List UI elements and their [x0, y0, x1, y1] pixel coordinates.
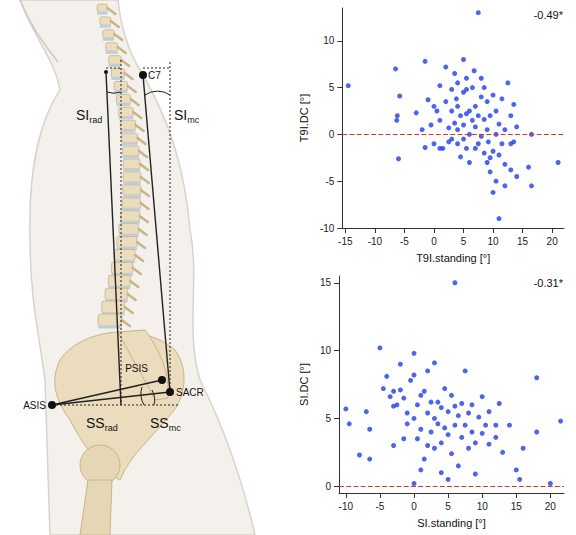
svg-text:10: 10 [320, 345, 332, 356]
svg-text:10: 10 [323, 35, 335, 46]
svg-text:15: 15 [320, 277, 332, 288]
svg-text:SACR: SACR [176, 387, 204, 398]
svg-text:20: 20 [545, 501, 557, 512]
svg-text:PSIS: PSIS [125, 363, 148, 374]
svg-text:-10: -10 [339, 501, 354, 512]
svg-text:-5: -5 [375, 501, 384, 512]
svg-text:T9I.DC [°]: T9I.DC [°] [298, 94, 310, 142]
svg-text:-0.31*: -0.31* [534, 277, 564, 289]
svg-text:0: 0 [329, 129, 335, 140]
svg-text:10: 10 [488, 236, 500, 247]
svg-text:0: 0 [431, 236, 437, 247]
svg-text:SI.DC [°]: SI.DC [°] [298, 363, 310, 406]
svg-text:ASIS: ASIS [23, 400, 46, 411]
svg-text:15: 15 [511, 501, 523, 512]
svg-text:15: 15 [517, 236, 529, 247]
svg-text:C7: C7 [148, 70, 161, 81]
svg-text:0: 0 [325, 481, 331, 492]
svg-text:-5: -5 [400, 236, 409, 247]
svg-text:SIrad: SIrad [76, 107, 102, 125]
svg-text:-15: -15 [338, 236, 353, 247]
svg-text:SImc: SImc [174, 107, 200, 125]
svg-text:-5: -5 [325, 176, 334, 187]
svg-text:20: 20 [547, 236, 559, 247]
svg-text:-10: -10 [320, 223, 335, 234]
svg-text:SI.standing [°]: SI.standing [°] [417, 517, 486, 529]
svg-text:5: 5 [329, 82, 335, 93]
svg-text:0: 0 [411, 501, 417, 512]
svg-text:10: 10 [477, 501, 489, 512]
svg-text:5: 5 [461, 236, 467, 247]
svg-text:5: 5 [325, 413, 331, 424]
svg-text:SSmc: SSmc [150, 415, 181, 433]
svg-text:SSrad: SSrad [86, 415, 118, 433]
svg-text:-10: -10 [368, 236, 383, 247]
svg-text:T9I.standing [°]: T9I.standing [°] [416, 252, 490, 264]
svg-text:-0.49*: -0.49* [534, 9, 564, 21]
svg-text:5: 5 [445, 501, 451, 512]
